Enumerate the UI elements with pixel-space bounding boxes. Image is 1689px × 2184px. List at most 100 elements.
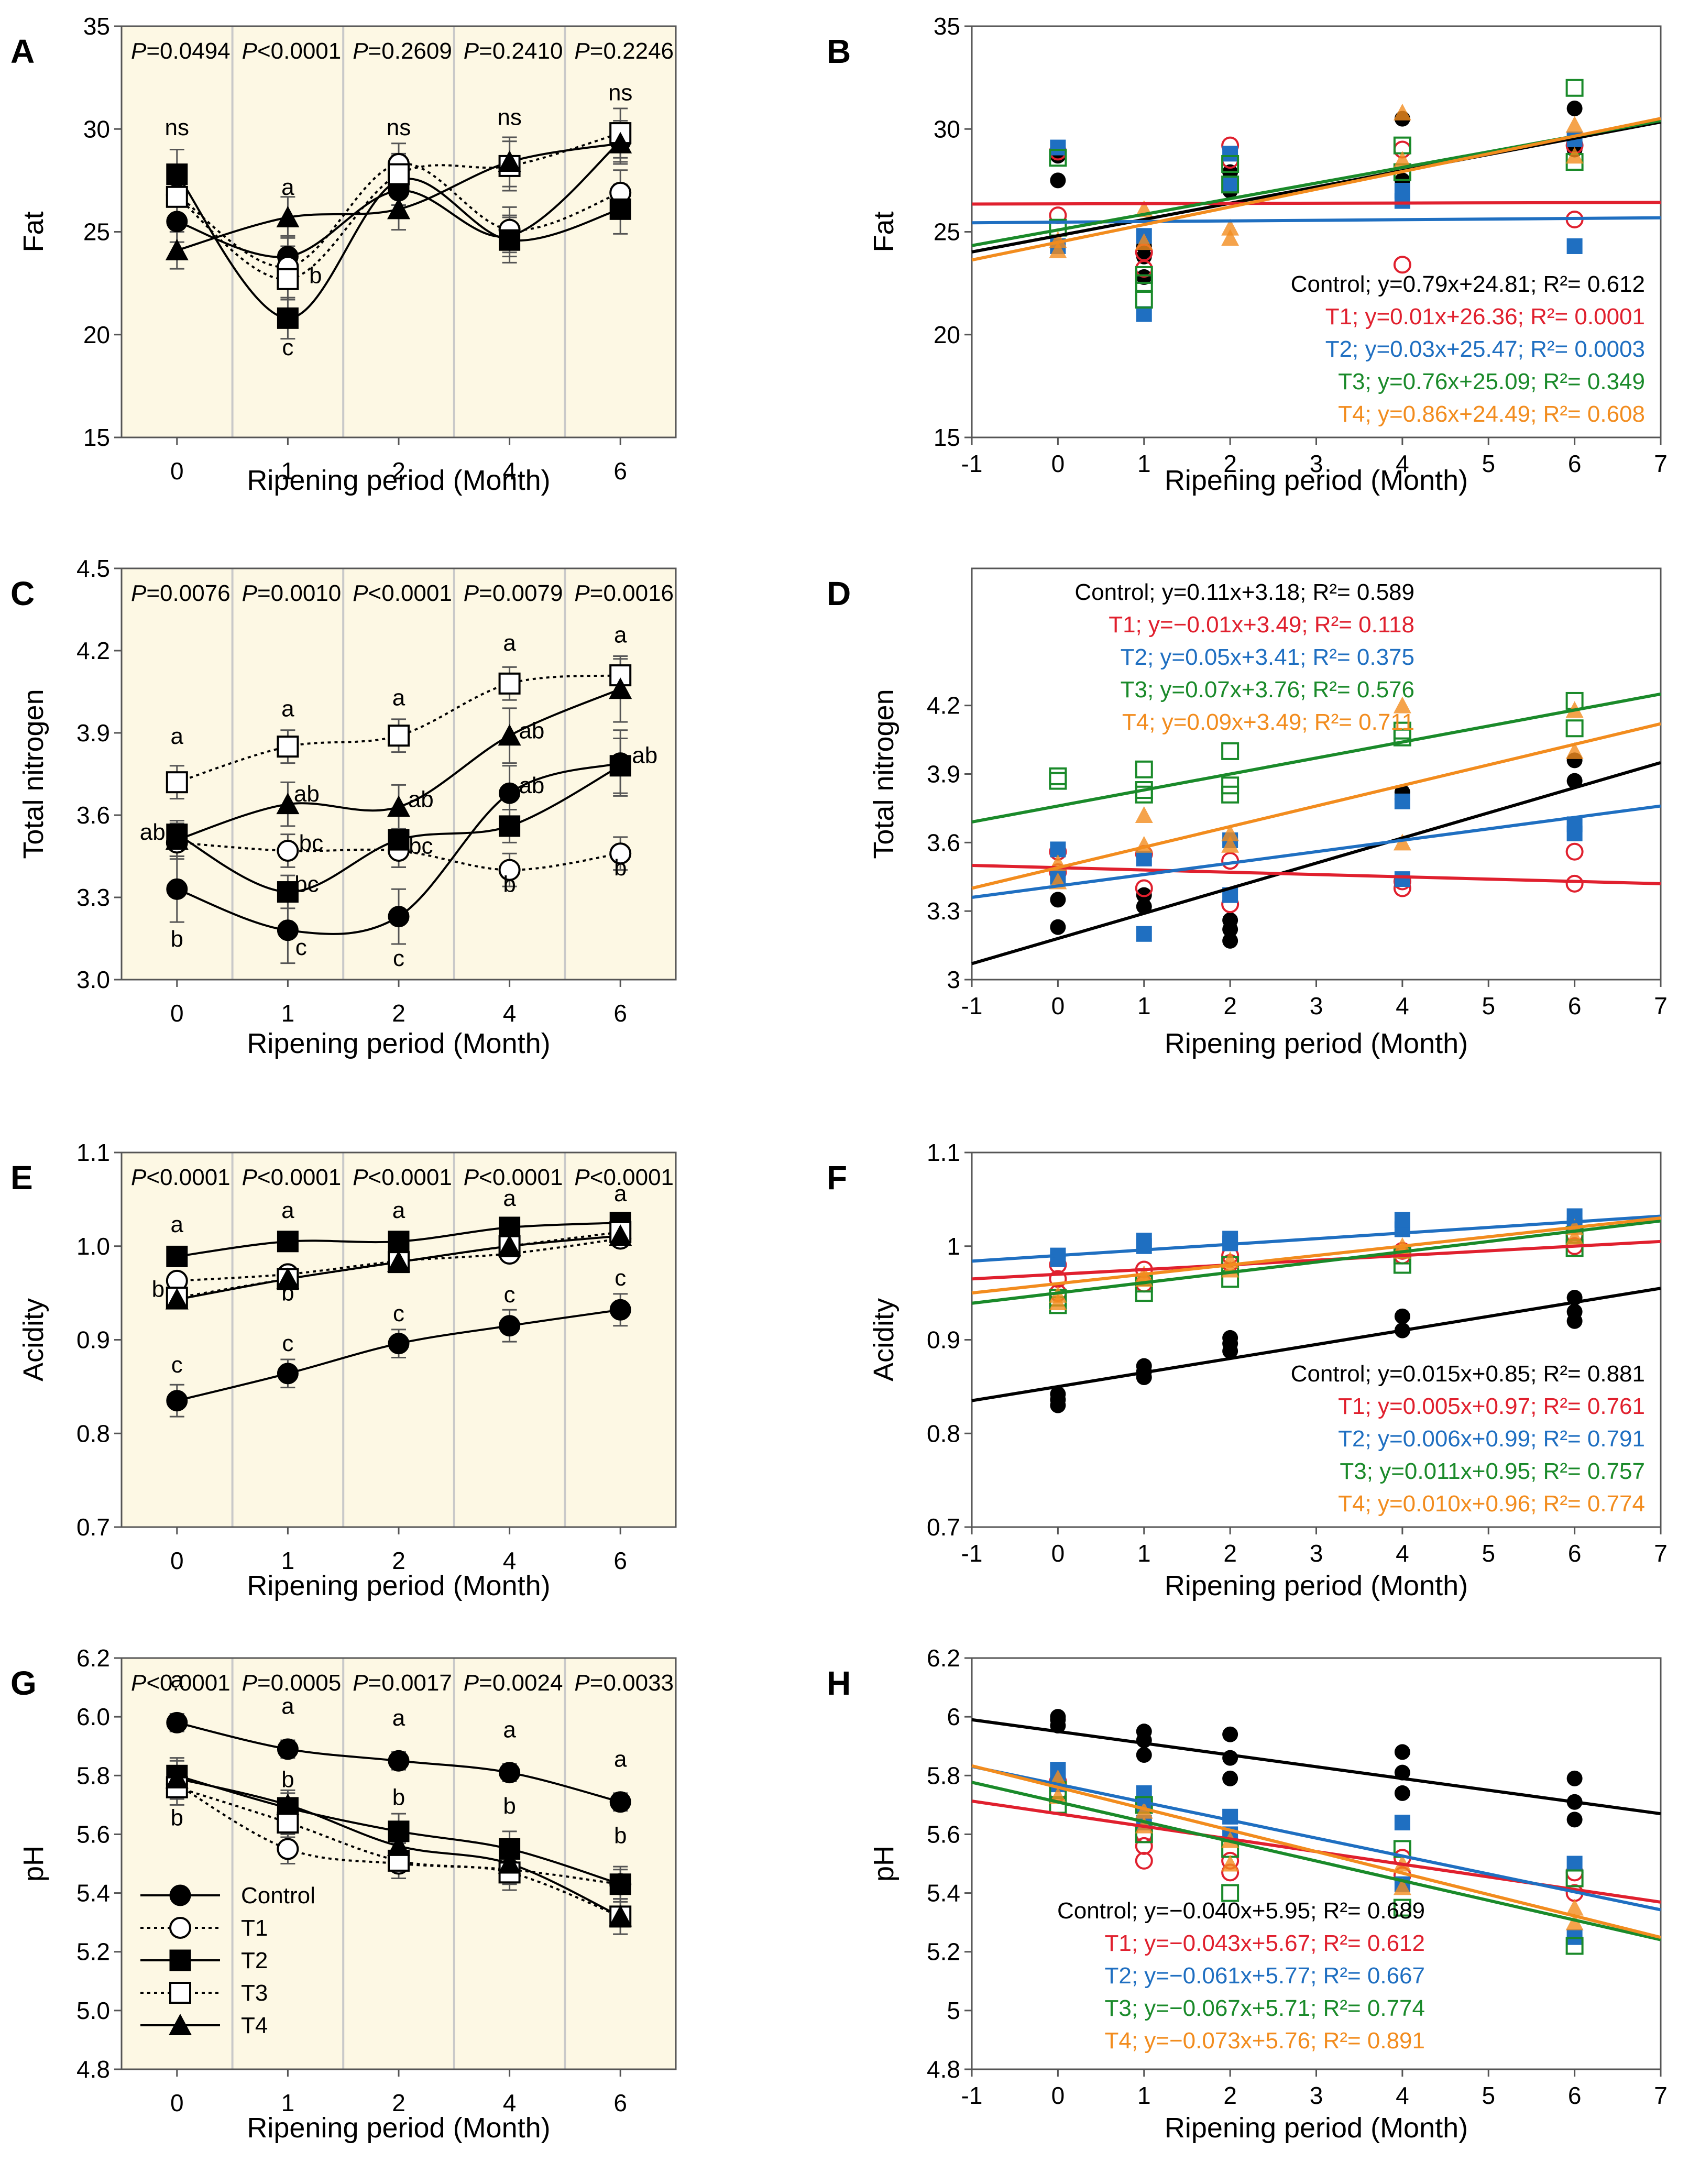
scatter-point-t3 (1049, 149, 1067, 167)
regression-line-t3 (971, 1781, 1661, 1941)
scatter-point-control (1222, 912, 1238, 928)
panel-letter: E (10, 1159, 33, 1197)
y-tick-label: 0.9 (927, 1326, 960, 1354)
significance-letter: bc (294, 872, 319, 897)
p-value-text: <0.0001 (257, 38, 341, 64)
panel-letter: C (10, 575, 35, 612)
significance-letter: a (392, 685, 405, 711)
data-point-t3 (277, 268, 299, 290)
y-tick-label: 3 (947, 966, 960, 993)
p-value: P=0.2246 (574, 38, 674, 64)
p-value: P<0.0001 (353, 1165, 452, 1190)
series-line-t2 (176, 173, 621, 320)
y-tick-label: 4.2 (76, 637, 110, 664)
x-tick-label: 1 (1137, 2082, 1151, 2109)
significance-letter: ab (519, 718, 544, 743)
data-point-control (388, 906, 410, 928)
regression-line-t3 (971, 692, 1661, 824)
regression-equation: T1; y=−0.01x+3.49; R²= 0.118 (1109, 612, 1414, 638)
scatter-point-t3 (1565, 1869, 1584, 1887)
regression-equation: Control; y=0.79x+24.81; R²= 0.612 (1291, 271, 1645, 297)
scatter-point-t4 (1393, 103, 1411, 120)
data-point-t4 (165, 1288, 189, 1310)
p-value: P=0.0017 (353, 1670, 452, 1696)
p-value-text: <0.0001 (146, 1670, 230, 1696)
x-axis-label: Ripening period (Month) (247, 1570, 550, 1601)
significance-letter: c (171, 1352, 183, 1378)
x-tick-label: 4 (503, 457, 517, 485)
scatter-point-control (1136, 1724, 1152, 1740)
regression-line-control (971, 761, 1661, 965)
scatter-point-t2 (1394, 1212, 1410, 1228)
plot-background (122, 26, 676, 437)
regression-line-control (971, 1718, 1661, 1816)
scatter-point-control (1566, 1303, 1583, 1320)
legend-label: T4 (241, 2013, 268, 2038)
p-value-symbol: P (242, 580, 258, 606)
p-value-symbol: P (131, 1670, 147, 1696)
significance-letter: ab (519, 773, 544, 798)
scatter-point-t2 (1136, 306, 1152, 322)
regression-line-t4 (971, 1764, 1661, 1939)
y-tick-label: 5.0 (76, 1997, 110, 2024)
x-tick-label: 2 (392, 1000, 405, 1027)
data-point-t4 (387, 795, 410, 817)
p-value-symbol: P (464, 580, 479, 606)
data-point-t2 (609, 198, 631, 220)
data-point-control (166, 878, 188, 900)
x-tick-label: 4 (503, 2089, 517, 2116)
scatter-point-t4 (1049, 241, 1067, 258)
scatter-point-t4 (1565, 1898, 1584, 1916)
y-tick-label: 3.6 (76, 802, 110, 829)
regression-equation: T2; y=0.03x+25.47; R²= 0.0003 (1325, 336, 1645, 362)
p-value-text: =0.0079 (479, 580, 563, 606)
p-value: P<0.0001 (574, 1165, 674, 1190)
y-tick-label: 5.4 (76, 1880, 110, 1907)
scatter-point-t2 (1394, 871, 1410, 887)
x-tick-label: 0 (170, 457, 184, 485)
plot-frame (971, 1657, 1662, 2070)
data-point-control (609, 1791, 631, 1813)
y-tick-label: 0.8 (76, 1420, 110, 1447)
regression-equation: T1; y=−0.043x+5.67; R²= 0.612 (1104, 1930, 1425, 1956)
regression-line-t4 (971, 722, 1661, 890)
significance-letter: b (503, 1793, 516, 1819)
y-tick-label: 0.7 (927, 1513, 960, 1541)
scatter-point-t2 (1394, 1815, 1410, 1830)
significance-letter: ab (632, 743, 657, 769)
significance-letter: bc (409, 833, 433, 859)
scatter-point-control (1566, 1812, 1583, 1828)
regression-line-t2 (971, 216, 1661, 225)
x-tick-label: 7 (1654, 1540, 1668, 1567)
significance-letter: a (281, 1694, 294, 1719)
panel-letter: G (10, 1664, 37, 1702)
data-point-t3 (277, 1812, 299, 1834)
scatter-point-t4 (1565, 147, 1584, 164)
x-tick-label: 5 (1482, 2082, 1495, 2109)
legend-marker (169, 1917, 191, 1939)
p-value: P<0.0001 (242, 1165, 342, 1190)
significance-letter: ab (140, 819, 166, 845)
regression-equation: T1; y=0.005x+0.97; R²= 0.761 (1338, 1393, 1645, 1419)
significance-letter: a (171, 1667, 184, 1693)
y-axis-label: Total nitrogen (868, 689, 900, 859)
regression-equation: T4; y=−0.073x+5.76; R²= 0.891 (1104, 2028, 1425, 2054)
scatter-point-t2 (1394, 193, 1410, 209)
y-tick-label: 4.8 (927, 2056, 960, 2083)
y-tick-label: 1.1 (927, 1139, 960, 1166)
data-point-t3 (388, 163, 410, 185)
y-tick-label: 5.8 (927, 1762, 960, 1789)
x-tick-label: 5 (1482, 1540, 1495, 1567)
significance-letter: a (614, 1746, 627, 1772)
significance-letter: ab (294, 781, 320, 807)
significance-letter: a (503, 630, 516, 656)
scatter-point-t1 (1565, 874, 1584, 893)
significance-letter: b (614, 1823, 627, 1848)
x-tick-label: 6 (613, 457, 627, 485)
scatter-point-t1 (1135, 879, 1153, 897)
regression-equation: T4; y=0.010x+0.96; R²= 0.774 (1338, 1491, 1645, 1517)
x-tick-label: 4 (503, 1000, 517, 1027)
significance-letter: a (392, 1705, 405, 1731)
